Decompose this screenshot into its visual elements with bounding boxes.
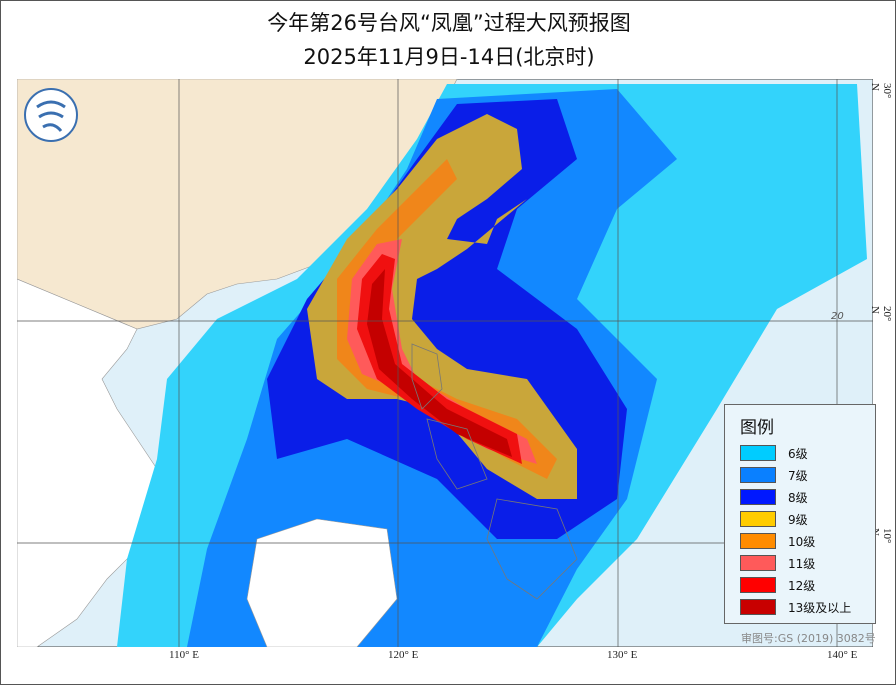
legend: 图例 6级 7级 8级 9级 10级 11级 12级 13级及以上 bbox=[724, 404, 876, 624]
legend-label: 10级 bbox=[788, 534, 816, 549]
legend-swatch bbox=[740, 445, 776, 461]
legend-label: 8级 bbox=[788, 490, 808, 505]
map-title: 今年第26号台风“凤凰”过程大风预报图 bbox=[267, 11, 631, 35]
legend-item: 10级 bbox=[740, 530, 875, 552]
legend-label: 9级 bbox=[788, 512, 808, 527]
lat-label: 30° N bbox=[869, 83, 893, 99]
legend-item: 9级 bbox=[740, 508, 875, 530]
legend-item: 6级 bbox=[740, 442, 875, 464]
legend-swatch bbox=[740, 599, 776, 615]
borneo-land bbox=[246, 518, 398, 647]
wind-zone-9 bbox=[307, 114, 577, 499]
legend-label: 12级 bbox=[788, 578, 816, 593]
lon-label: 110° E bbox=[169, 649, 199, 661]
legend-swatch bbox=[740, 555, 776, 571]
legend-swatch bbox=[740, 577, 776, 593]
lon-label: 130° E bbox=[607, 649, 638, 661]
legend-swatch bbox=[740, 489, 776, 505]
legend-swatch bbox=[740, 533, 776, 549]
legend-item: 11级 bbox=[740, 552, 875, 574]
legend-label: 7级 bbox=[788, 468, 808, 483]
grid-label: 20 bbox=[831, 311, 844, 322]
legend-label: 13级及以上 bbox=[788, 600, 852, 615]
legend-item: 13级及以上 bbox=[740, 596, 875, 618]
cma-logo bbox=[24, 88, 78, 142]
wind-zone-13 bbox=[367, 269, 512, 457]
legend-label: 6级 bbox=[788, 446, 808, 461]
lon-label: 120° E bbox=[388, 649, 419, 661]
legend-title: 图例 bbox=[740, 418, 774, 438]
legend-swatch bbox=[740, 511, 776, 527]
lat-label: 20° N bbox=[869, 306, 893, 322]
legend-swatch bbox=[740, 467, 776, 483]
map-subtitle: 2025年11月9日-14日(北京时) bbox=[303, 45, 595, 69]
legend-item: 8级 bbox=[740, 486, 875, 508]
legend-item: 12级 bbox=[740, 574, 875, 596]
lon-label: 140° E bbox=[827, 649, 858, 661]
wind-zone-10 bbox=[337, 159, 557, 479]
approval-number: 审图号:GS (2019) 3082号 bbox=[741, 632, 876, 645]
wind-forecast-map: 20 bbox=[17, 79, 873, 647]
legend-label: 11级 bbox=[788, 556, 816, 571]
legend-item: 7级 bbox=[740, 464, 875, 486]
philippines-land bbox=[411, 343, 578, 600]
